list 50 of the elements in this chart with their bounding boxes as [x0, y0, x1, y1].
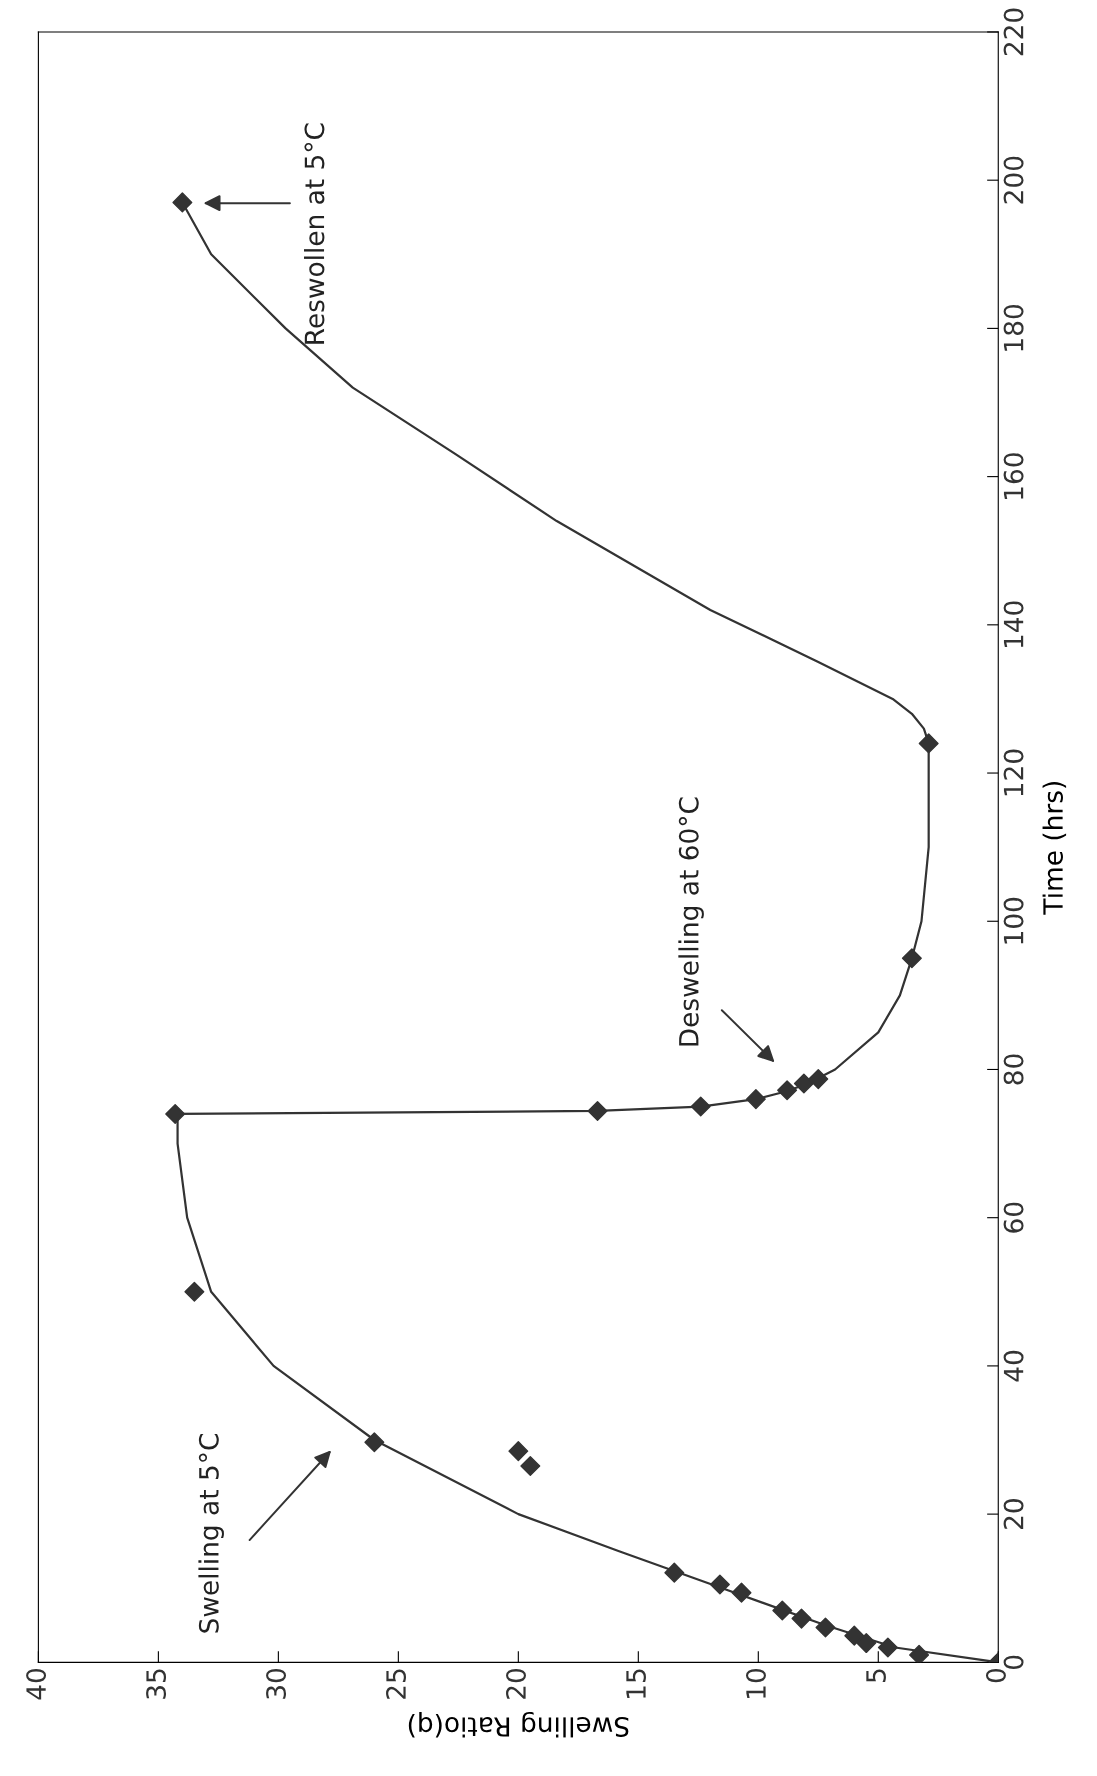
point	[709, 1574, 730, 1595]
y-axis-title: Time (hrs)	[1042, 781, 1067, 915]
point	[587, 1100, 608, 1121]
y-tick-label: 80	[1003, 1054, 1024, 1085]
point	[172, 192, 193, 213]
x-axis-title: Swelling Ratio(q)	[408, 1711, 629, 1738]
point	[815, 1617, 836, 1638]
point	[909, 1644, 930, 1663]
y-tick-label: 200	[1003, 156, 1024, 204]
point	[664, 1562, 685, 1583]
x-tick-label: 10	[746, 1668, 766, 1698]
point	[791, 1608, 812, 1629]
point	[184, 1281, 205, 1302]
y-tick-label: 20	[1003, 1499, 1024, 1529]
point	[508, 1441, 529, 1462]
point	[731, 1582, 752, 1603]
point	[877, 1637, 898, 1658]
y-tick-label: 220	[1003, 8, 1024, 56]
point	[772, 1600, 793, 1621]
x-tick-label: 30	[266, 1668, 287, 1699]
y-tick-label: 120	[1003, 749, 1024, 796]
point	[364, 1432, 385, 1453]
point	[856, 1633, 877, 1654]
x-tick-label: 40	[26, 1668, 47, 1700]
point	[745, 1089, 766, 1110]
point	[690, 1096, 711, 1117]
y-tick-label: 180	[1003, 304, 1024, 351]
annotation: Reswollen at 5°C	[303, 123, 325, 344]
y-tick-label: 0	[1003, 1655, 1024, 1669]
x-tick-label: 20	[506, 1668, 526, 1699]
x-tick-label: 35	[146, 1669, 167, 1699]
point	[808, 1069, 829, 1090]
point	[901, 948, 922, 969]
point	[793, 1073, 814, 1094]
x-tick-label: 0	[985, 1668, 1006, 1683]
point	[777, 1080, 798, 1101]
y-tick-label: 60	[1003, 1202, 1024, 1233]
annotation: Swelling at 5°C	[198, 1434, 224, 1633]
point	[165, 1103, 186, 1124]
y-tick-label: 160	[1003, 453, 1024, 499]
annotation: Deswelling at 60°C	[678, 797, 704, 1046]
x-tick-label: 15	[626, 1669, 646, 1698]
y-tick-label: 40	[1003, 1350, 1024, 1382]
y-tick-label: 100	[1003, 897, 1024, 944]
y-tick-label: 140	[1003, 601, 1024, 648]
point	[918, 733, 939, 754]
x-tick-label: 25	[386, 1669, 407, 1699]
point	[844, 1625, 865, 1646]
point	[520, 1455, 541, 1476]
x-tick-label: 5	[866, 1669, 886, 1682]
